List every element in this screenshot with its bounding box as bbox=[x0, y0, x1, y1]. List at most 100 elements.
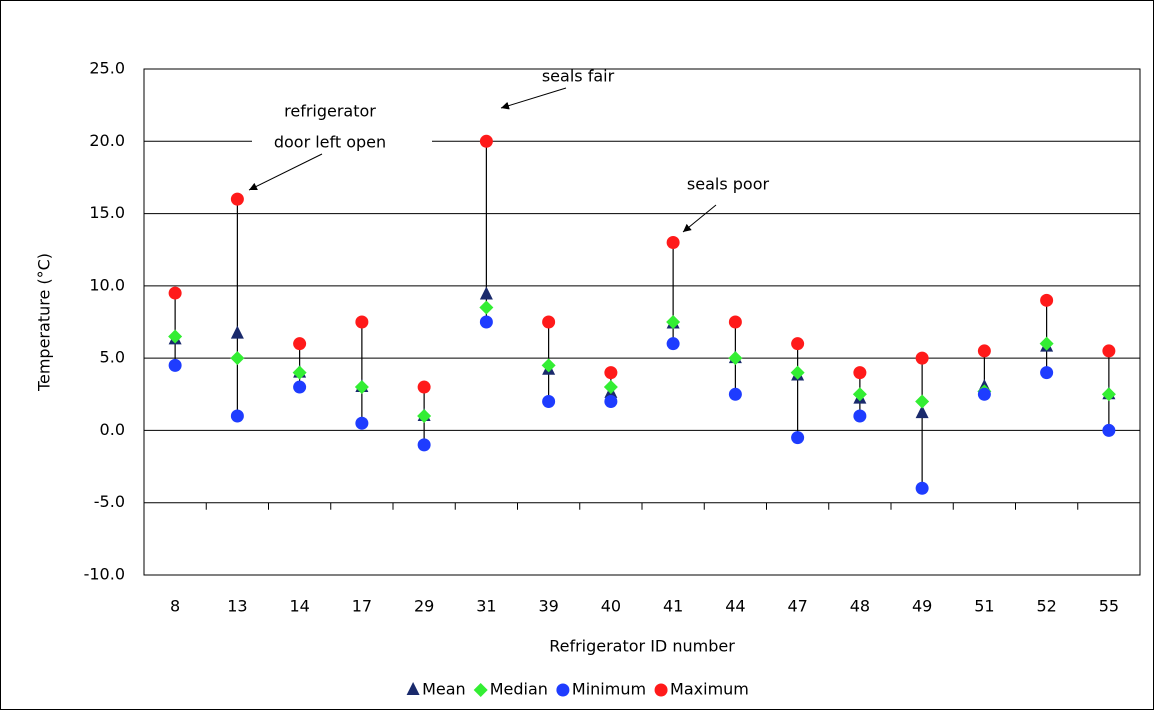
marker bbox=[1102, 344, 1116, 358]
marker bbox=[666, 337, 680, 351]
marker bbox=[977, 344, 991, 358]
marker bbox=[1040, 366, 1054, 380]
annotation-arrow bbox=[682, 204, 717, 233]
x-tick-label: 39 bbox=[538, 597, 558, 616]
x-tick-label: 51 bbox=[974, 597, 994, 616]
legend: Mean Median Minimum Maximum bbox=[406, 680, 749, 699]
marker bbox=[354, 380, 369, 395]
x-tick-label: 41 bbox=[663, 597, 683, 616]
y-tick-label: -5.0 bbox=[94, 492, 125, 511]
marker bbox=[1040, 293, 1054, 307]
annotation: refrigerator bbox=[284, 102, 376, 121]
x-tick-label: 29 bbox=[414, 597, 434, 616]
annotation-arrow bbox=[248, 153, 323, 191]
x-axis-label: Refrigerator ID number bbox=[549, 637, 735, 656]
marker bbox=[355, 416, 369, 430]
marker bbox=[556, 683, 570, 697]
annotations: refrigerator door left open seals fair s… bbox=[248, 67, 770, 233]
annotation: seals poor bbox=[687, 175, 770, 194]
y-tick-label: 0.0 bbox=[100, 420, 125, 439]
x-tick-label: 48 bbox=[850, 597, 870, 616]
marker bbox=[168, 286, 182, 300]
plot-border bbox=[143, 68, 1141, 576]
marker bbox=[168, 329, 183, 344]
marker bbox=[790, 365, 805, 380]
plot-area: -10.0 -5.0 0.0 5.0 10.0 15.0 20.0 25.0 8 13 14 17 29… bbox=[84, 59, 1141, 616]
marker bbox=[915, 351, 929, 365]
marker bbox=[791, 337, 805, 351]
annotation: seals fair bbox=[542, 67, 615, 86]
legend-item: Minimum bbox=[556, 680, 646, 699]
x-tick-label: 47 bbox=[787, 597, 807, 616]
marker bbox=[479, 315, 493, 329]
marker bbox=[406, 682, 420, 695]
legend-item: Mean bbox=[406, 680, 466, 699]
marker bbox=[293, 380, 307, 394]
marker bbox=[977, 387, 991, 401]
x-tick-label: 44 bbox=[725, 597, 745, 616]
x-tick-label: 13 bbox=[227, 597, 247, 616]
x-tick-label: 55 bbox=[1099, 597, 1119, 616]
marker bbox=[230, 192, 244, 206]
x-tick-label: 17 bbox=[352, 597, 372, 616]
legend-label: Minimum bbox=[572, 680, 646, 699]
marker bbox=[541, 358, 556, 373]
legend-item: Median bbox=[473, 680, 548, 699]
y-tick-label: 15.0 bbox=[89, 203, 125, 222]
marker bbox=[417, 438, 431, 452]
marker bbox=[604, 395, 618, 409]
x-tick-label: 52 bbox=[1036, 597, 1056, 616]
marker bbox=[728, 351, 743, 366]
marker bbox=[1039, 336, 1054, 351]
y-tick-label: -10.0 bbox=[84, 565, 125, 584]
marker bbox=[293, 337, 307, 351]
x-tick-label: 14 bbox=[289, 597, 309, 616]
marker bbox=[728, 315, 742, 329]
annotation: door left open bbox=[274, 133, 386, 152]
legend-label: Median bbox=[490, 680, 548, 699]
marker bbox=[853, 366, 867, 380]
marker bbox=[417, 380, 431, 394]
marker bbox=[603, 380, 618, 395]
marker bbox=[666, 235, 680, 249]
marker bbox=[479, 286, 493, 300]
marker bbox=[852, 387, 867, 402]
y-tick-label: 10.0 bbox=[89, 275, 125, 294]
marker bbox=[417, 408, 432, 423]
marker bbox=[355, 315, 369, 329]
marker bbox=[666, 315, 681, 329]
marker bbox=[292, 365, 307, 380]
y-tick-label: 20.0 bbox=[89, 131, 125, 150]
y-axis-label: Temperature (°C) bbox=[35, 253, 54, 392]
marker bbox=[479, 300, 494, 315]
marker bbox=[915, 481, 929, 495]
legend-item: Maximum bbox=[654, 680, 749, 699]
marker bbox=[915, 405, 929, 419]
legend-label: Maximum bbox=[670, 680, 749, 699]
marker bbox=[542, 315, 556, 329]
marker bbox=[728, 387, 742, 401]
x-tick-label: 31 bbox=[476, 597, 496, 616]
marker bbox=[230, 351, 245, 366]
y-tick-label: 5.0 bbox=[100, 348, 125, 367]
marker bbox=[915, 394, 930, 409]
marker bbox=[230, 325, 244, 339]
annotation-arrow bbox=[500, 87, 567, 110]
marker bbox=[479, 134, 493, 148]
marker bbox=[853, 409, 867, 423]
marker bbox=[1101, 387, 1116, 402]
x-tick-label: 40 bbox=[601, 597, 621, 616]
marker bbox=[168, 358, 182, 372]
marker bbox=[791, 431, 805, 445]
x-tick-label: 49 bbox=[912, 597, 932, 616]
marker bbox=[604, 366, 618, 380]
y-tick-label: 25.0 bbox=[89, 59, 125, 78]
marker bbox=[473, 683, 488, 697]
annotation-background bbox=[252, 96, 432, 158]
marker bbox=[654, 683, 668, 697]
x-tick-label: 8 bbox=[170, 597, 180, 616]
marker bbox=[1102, 423, 1116, 437]
marker bbox=[542, 395, 556, 409]
